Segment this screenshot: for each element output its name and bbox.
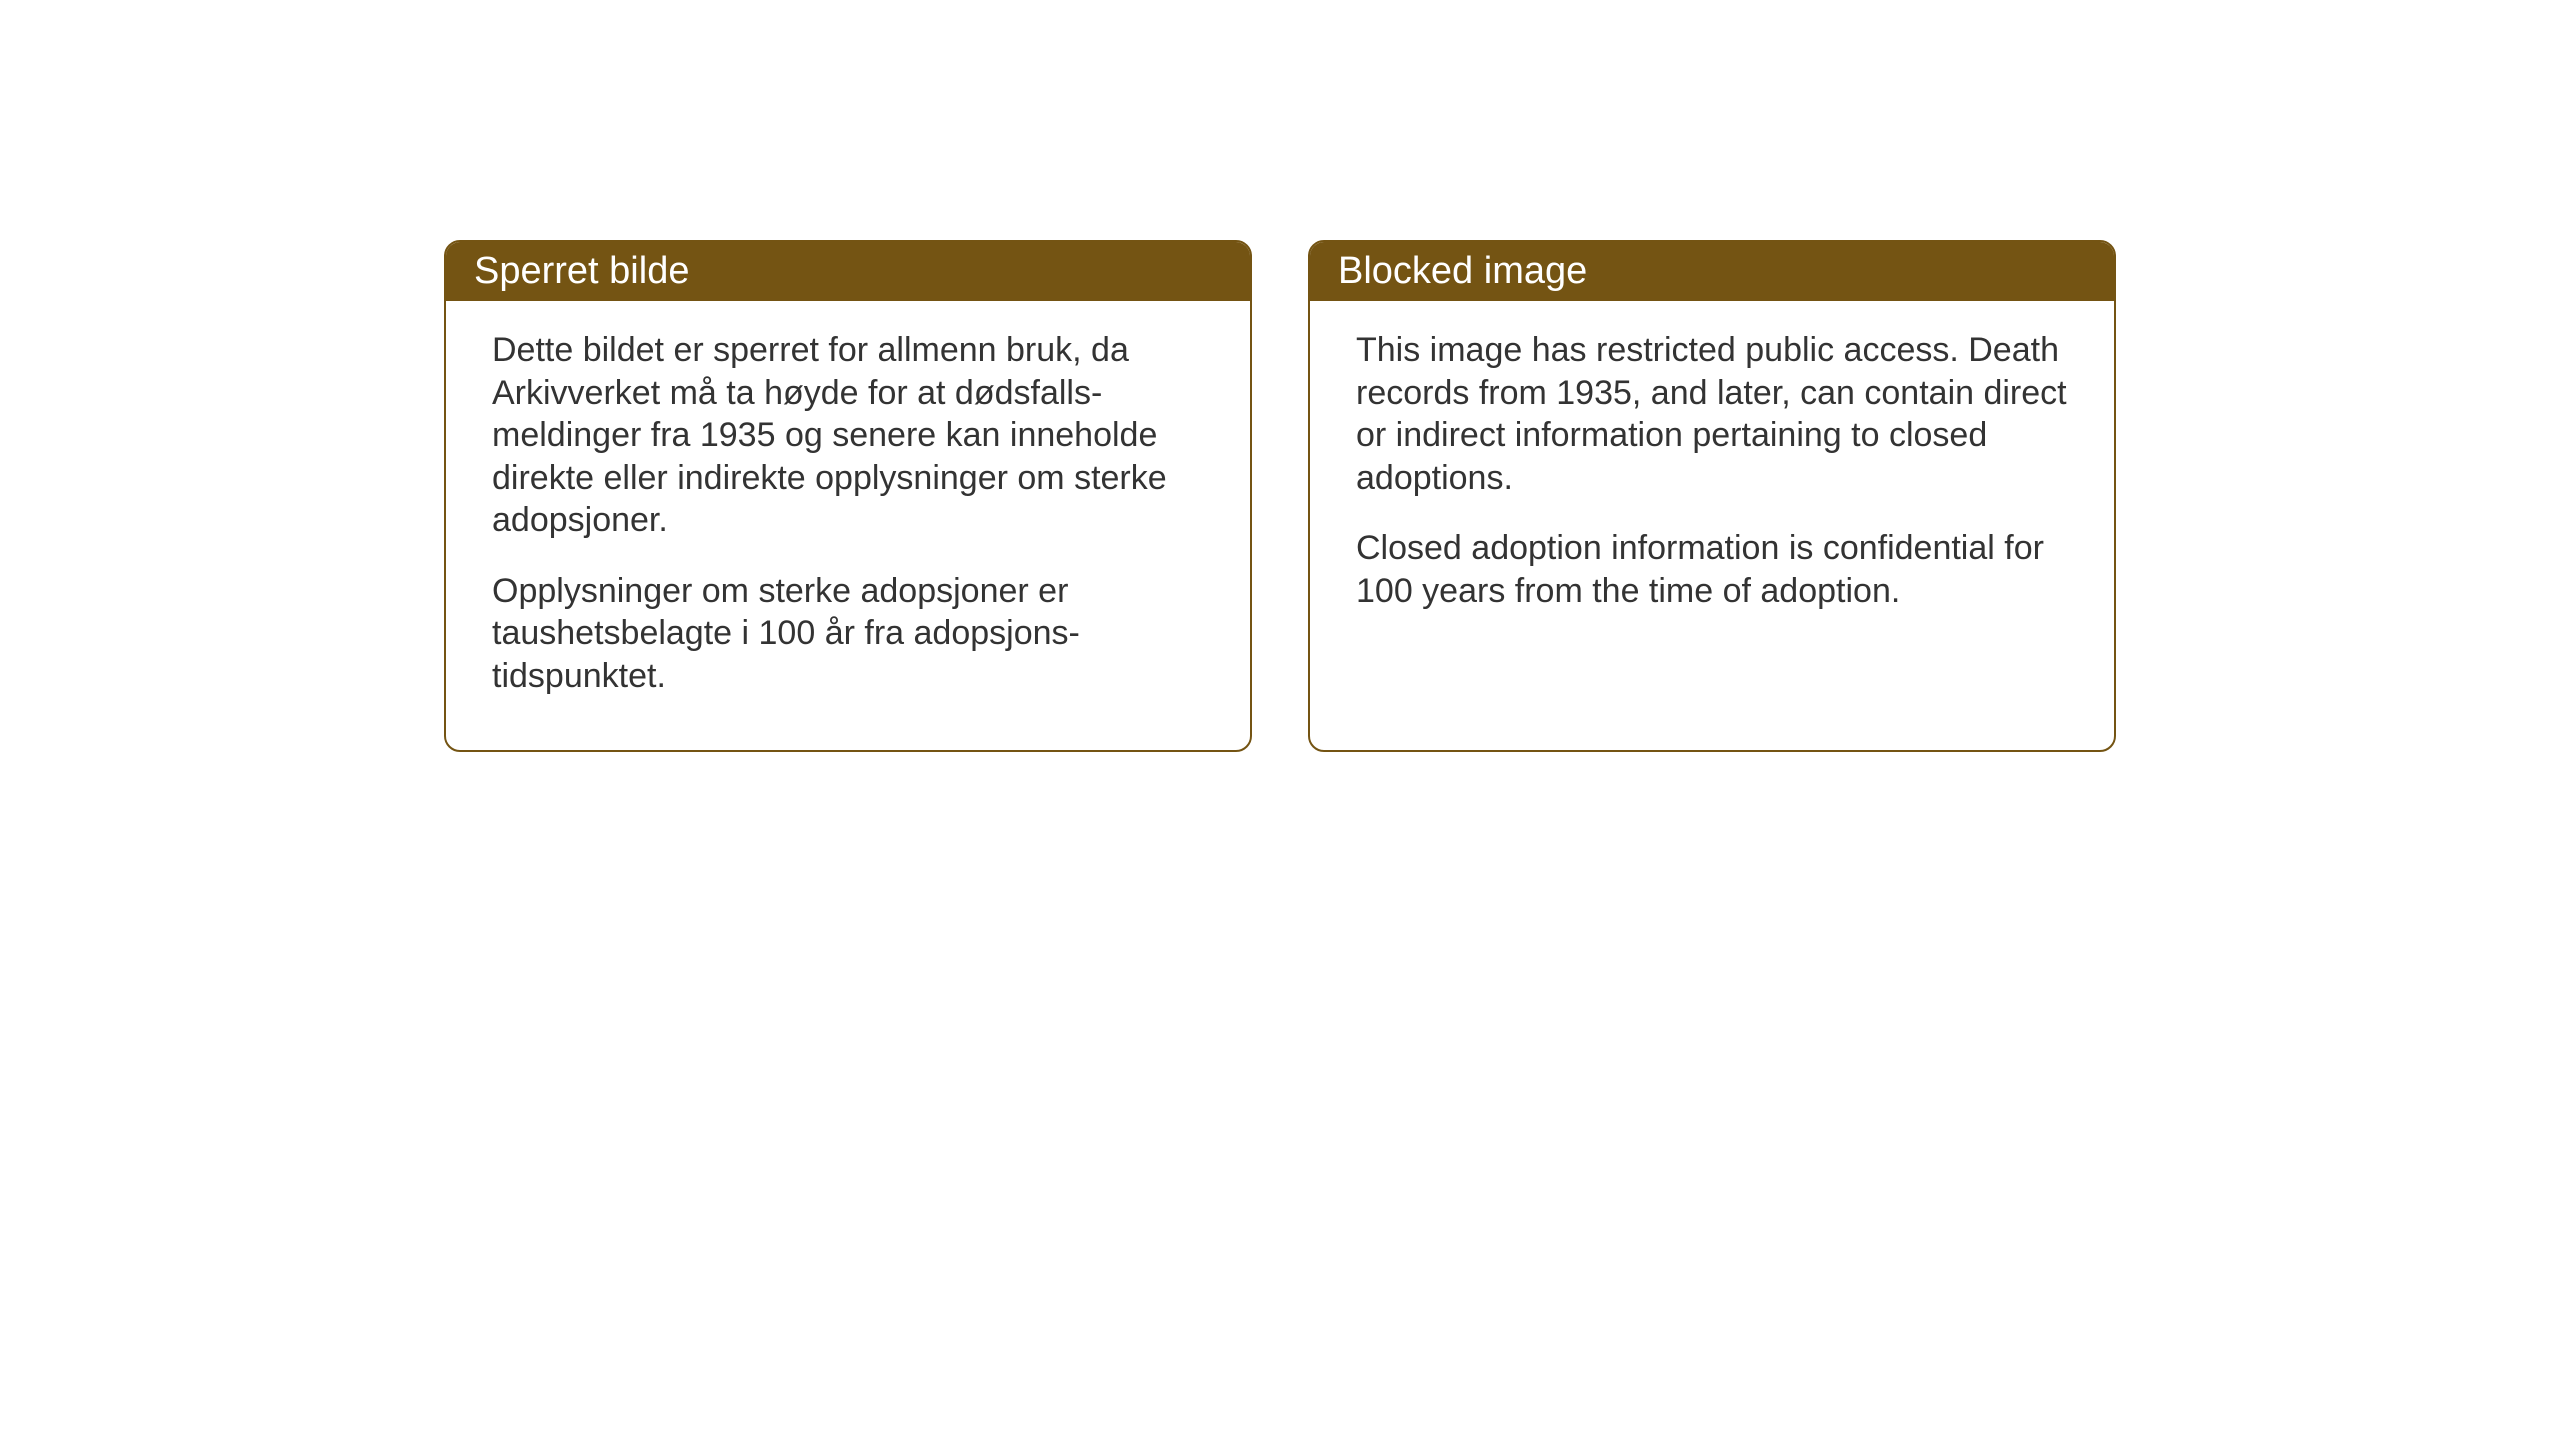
norwegian-paragraph-1: Dette bildet er sperret for allmenn bruk… xyxy=(492,329,1204,542)
english-paragraph-2: Closed adoption information is confident… xyxy=(1356,527,2068,612)
norwegian-card-title: Sperret bilde xyxy=(474,250,689,292)
english-notice-card: Blocked image This image has restricted … xyxy=(1308,240,2116,752)
notice-cards-container: Sperret bilde Dette bildet er sperret fo… xyxy=(444,240,2116,752)
english-paragraph-1: This image has restricted public access.… xyxy=(1356,329,2068,499)
norwegian-card-body: Dette bildet er sperret for allmenn bruk… xyxy=(446,301,1250,735)
english-card-title: Blocked image xyxy=(1338,250,1587,292)
english-card-body: This image has restricted public access.… xyxy=(1310,301,2114,650)
norwegian-notice-card: Sperret bilde Dette bildet er sperret fo… xyxy=(444,240,1252,752)
english-card-header: Blocked image xyxy=(1310,242,2114,301)
norwegian-card-header: Sperret bilde xyxy=(446,242,1250,301)
norwegian-paragraph-2: Opplysninger om sterke adopsjoner er tau… xyxy=(492,570,1204,698)
